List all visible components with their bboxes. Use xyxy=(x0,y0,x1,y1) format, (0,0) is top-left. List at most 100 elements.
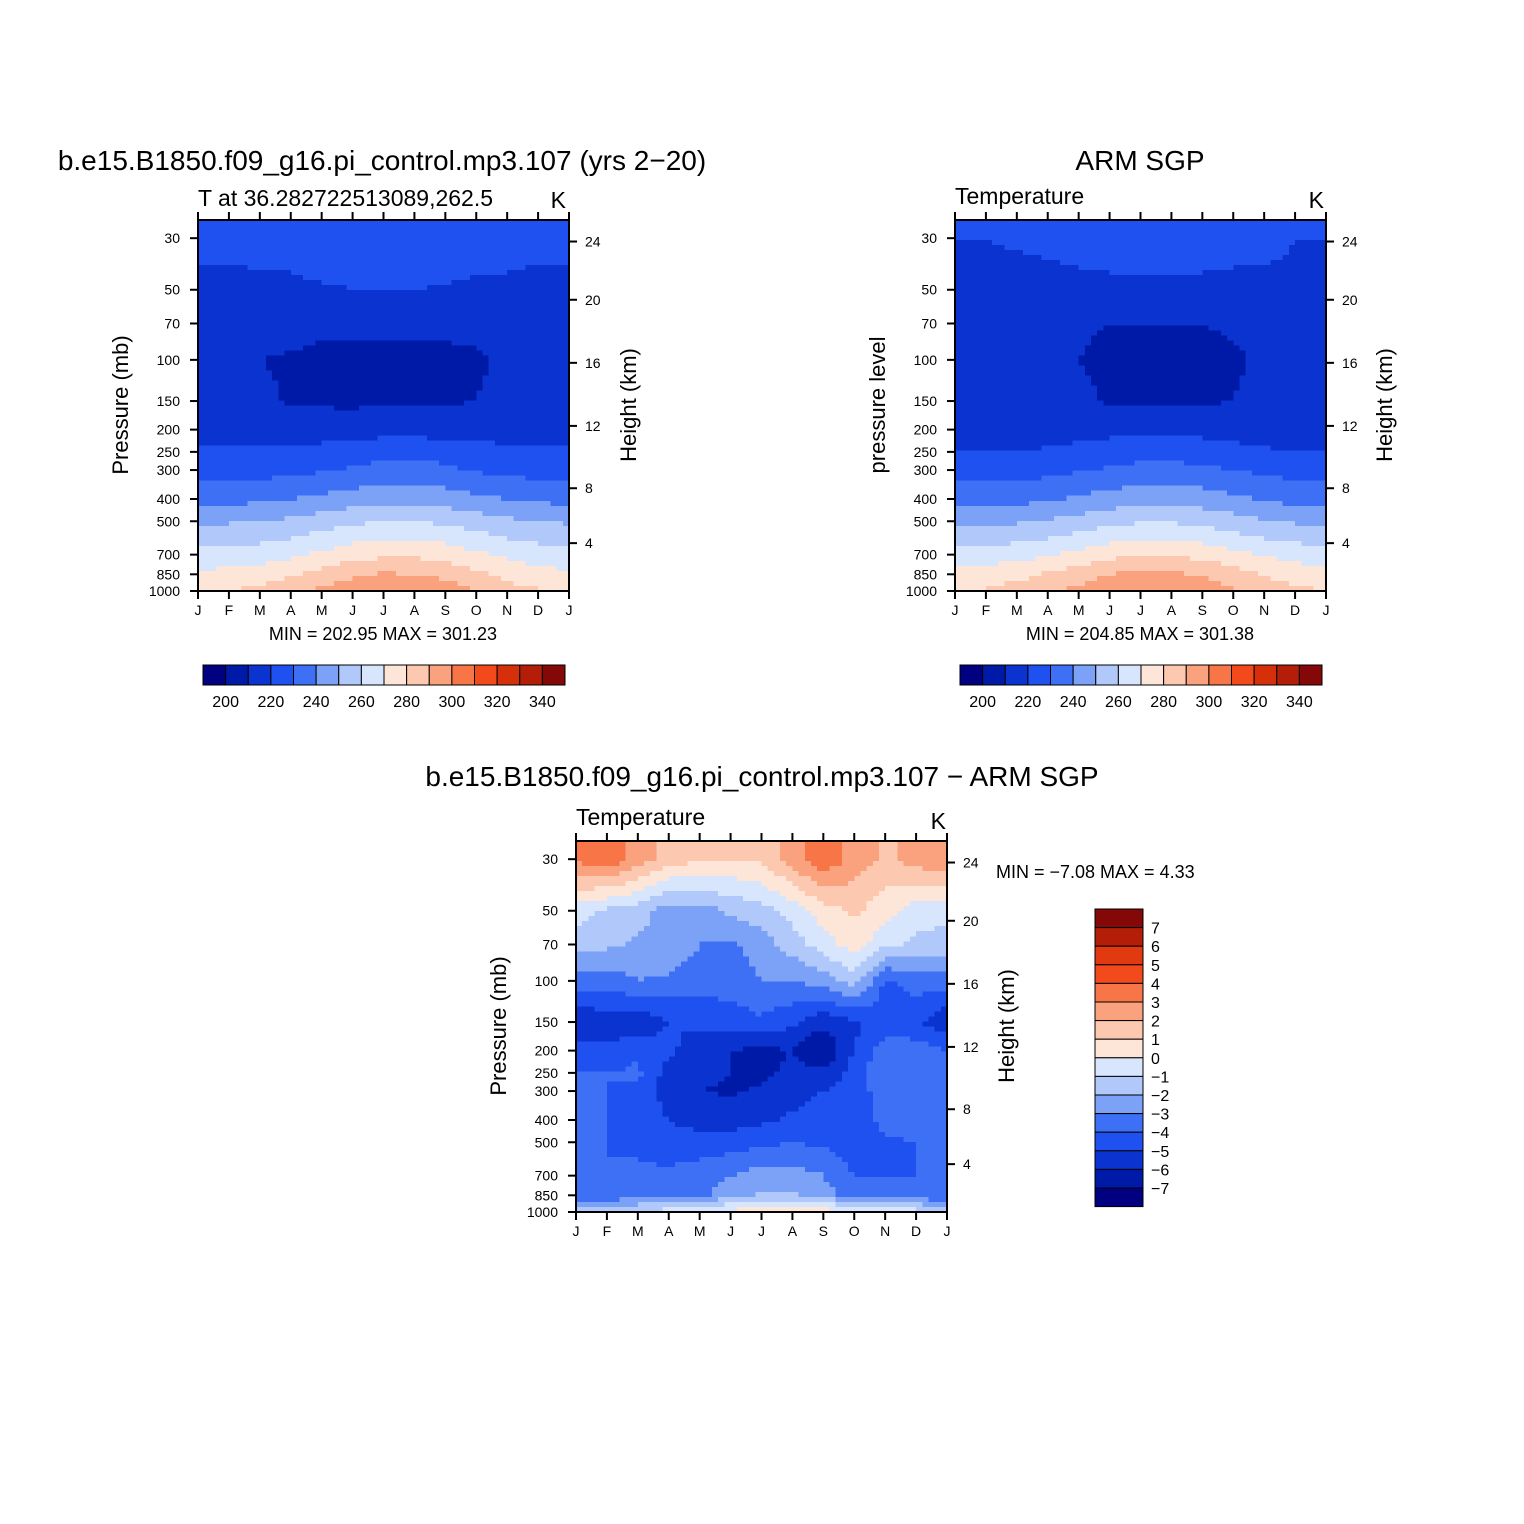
model-field-cell xyxy=(340,340,347,346)
model-field-cell xyxy=(426,230,434,236)
model-field-cell xyxy=(259,530,267,537)
model-field-cell xyxy=(296,510,304,517)
model-field-cell xyxy=(198,570,205,577)
model-field-cell xyxy=(364,485,372,492)
model-field-cell xyxy=(470,445,477,452)
model-field-cell xyxy=(513,565,521,572)
model-field-cell xyxy=(272,220,279,226)
obs-field-cell xyxy=(955,230,962,236)
model-field-cell xyxy=(352,230,360,236)
model-field-cell xyxy=(346,555,354,562)
model-field-cell xyxy=(346,435,354,442)
model-field-cell xyxy=(525,355,533,361)
model-field-cell xyxy=(259,550,267,557)
model-field-cell xyxy=(463,440,471,447)
obs-field-cell xyxy=(1084,230,1092,236)
model-field-cell xyxy=(445,515,453,522)
model-field-cell xyxy=(389,405,397,412)
model-field-cell xyxy=(340,415,347,422)
model-field-cell xyxy=(519,505,527,512)
model-field-cell xyxy=(507,400,514,407)
model-field-cell xyxy=(364,270,372,276)
model-field-cell xyxy=(377,380,385,387)
model-field-cell xyxy=(235,435,242,442)
model-field-cell xyxy=(346,325,354,331)
model-field-cell xyxy=(296,230,304,236)
model-field-cell xyxy=(494,375,502,382)
model-field-cell xyxy=(550,310,558,316)
model-field-cell xyxy=(247,270,255,276)
model-field-cell xyxy=(358,515,366,522)
obs-field-cell xyxy=(1183,250,1191,256)
model-field-cell xyxy=(445,395,453,402)
model-field-cell xyxy=(210,500,218,507)
model-field-cell xyxy=(507,435,514,442)
obs-field-cell xyxy=(1202,220,1210,226)
model-field-cell xyxy=(408,285,416,291)
model-field-cell xyxy=(334,420,341,427)
model-field-cell xyxy=(228,420,236,427)
model-field-cell xyxy=(420,320,428,326)
obs-field-cell xyxy=(1103,250,1111,256)
model-field-cell xyxy=(414,290,422,296)
model-field-cell xyxy=(296,440,304,447)
model-field-cell xyxy=(556,575,564,582)
model-field-cell xyxy=(259,385,267,392)
model-field-cell xyxy=(389,440,397,447)
model-field-cell xyxy=(414,365,422,371)
model-field-cell xyxy=(315,585,323,592)
model-field-cell xyxy=(259,285,267,291)
model-field-cell xyxy=(556,295,564,301)
model-field-cell xyxy=(198,290,205,296)
model-field-cell xyxy=(550,490,558,497)
model-field-cell xyxy=(340,370,347,377)
obs-field-cell xyxy=(1029,235,1036,241)
model-field-cell xyxy=(519,240,527,246)
model-field-cell xyxy=(222,350,230,356)
model-field-cell xyxy=(494,505,502,512)
model-field-cell xyxy=(253,380,261,387)
model-field-cell xyxy=(432,550,440,557)
model-field-cell xyxy=(216,530,224,537)
model-field-cell xyxy=(463,580,471,587)
model-field-cell xyxy=(278,430,286,437)
model-field-cell xyxy=(321,500,329,507)
model-field-cell xyxy=(303,260,310,266)
model-field-cell xyxy=(519,430,527,437)
model-field-cell xyxy=(538,225,545,231)
model-field-cell xyxy=(210,290,218,296)
model-field-cell xyxy=(303,575,310,582)
model-field-cell xyxy=(402,295,409,301)
model-field-cell xyxy=(241,300,249,306)
model-field-cell xyxy=(402,450,409,457)
model-field-cell xyxy=(303,470,310,477)
model-field-cell xyxy=(476,410,484,417)
model-field-cell xyxy=(451,540,459,547)
model-field-cell xyxy=(198,230,205,236)
obs-field-cell xyxy=(985,235,993,241)
model-field-cell xyxy=(228,250,236,256)
model-field-cell xyxy=(358,420,366,427)
model-field-cell xyxy=(482,420,490,427)
model-field-cell xyxy=(402,265,409,271)
model-field-cell xyxy=(439,555,446,562)
model-field-cell xyxy=(334,505,341,512)
model-field-cell xyxy=(476,440,484,447)
model-field-cell xyxy=(500,275,508,281)
model-field-cell xyxy=(210,460,218,467)
model-field-cell xyxy=(463,320,471,326)
model-field-cell xyxy=(377,385,385,392)
model-field-cell xyxy=(228,550,236,557)
model-field-cell xyxy=(383,470,391,477)
model-field-cell xyxy=(507,445,514,452)
model-field-cell xyxy=(266,510,273,517)
model-field-cell xyxy=(463,535,471,542)
model-field-cell xyxy=(216,435,224,442)
model-field-cell xyxy=(476,400,484,407)
model-field-cell xyxy=(408,235,416,241)
model-field-cell xyxy=(426,370,434,377)
obs-field-cell xyxy=(1047,240,1055,246)
model-field-cell xyxy=(216,295,224,301)
model-field-cell xyxy=(470,310,477,316)
